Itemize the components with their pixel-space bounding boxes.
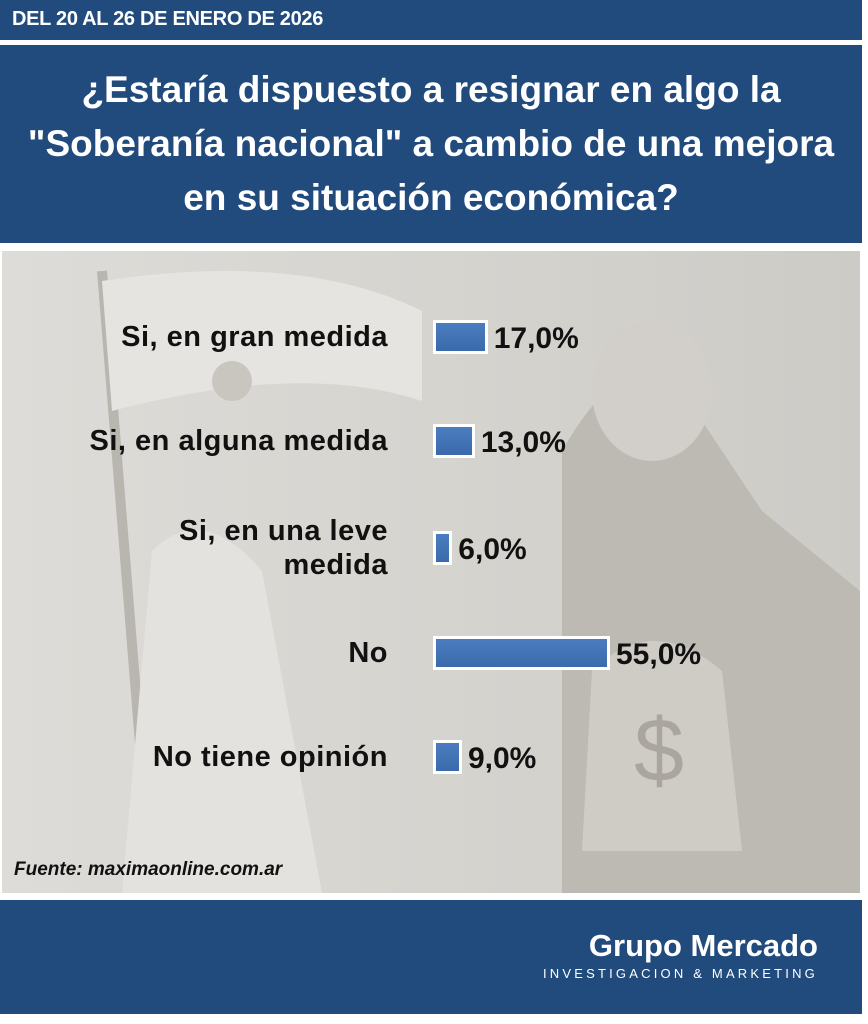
flag: [102, 271, 422, 411]
figure-head: [592, 321, 712, 461]
data-label: 55,0%: [616, 638, 702, 671]
title-box: ¿Estaría dispuesto a resignar en algo la…: [0, 45, 862, 243]
brand-name: Grupo Mercado: [588, 928, 818, 963]
figure-woman: [122, 530, 322, 893]
background-illustration: $: [97, 270, 860, 893]
bar: [433, 740, 462, 774]
brand-tagline: INVESTIGACION & MARKETING: [542, 966, 818, 981]
source-note: Fuente: maximaonline.com.ar: [14, 859, 283, 880]
dollar-sign: $: [634, 701, 684, 801]
bar: [433, 320, 488, 354]
chart-area: $ Si, en gran medida 17,0% Si, en alguna m…: [2, 251, 860, 893]
data-label: 9,0%: [467, 742, 537, 775]
money-bag: [582, 641, 742, 851]
bar: [433, 636, 610, 670]
category-label: No tiene opinión: [152, 741, 388, 773]
data-label: 17,0%: [493, 322, 579, 355]
chart-title: ¿Estaría dispuesto a resignar en algo la…: [27, 69, 835, 218]
date-range: DEL 20 AL 26 DE ENERO DE 2026: [12, 8, 324, 30]
category-label: Si, en gran medida: [121, 321, 388, 353]
category-label: No: [348, 637, 388, 669]
date-header: DEL 20 AL 26 DE ENERO DE 2026: [0, 0, 862, 40]
bar: [433, 531, 453, 565]
footer: Grupo Mercado INVESTIGACION & MARKETING: [0, 900, 862, 1014]
data-label: 13,0%: [480, 426, 566, 459]
flag-sun: [212, 361, 252, 401]
category-label: Si, en alguna medida: [89, 425, 388, 457]
data-label: 6,0%: [458, 533, 527, 566]
bar: [433, 424, 475, 458]
category-label: Si, en una leve medida: [179, 515, 388, 581]
